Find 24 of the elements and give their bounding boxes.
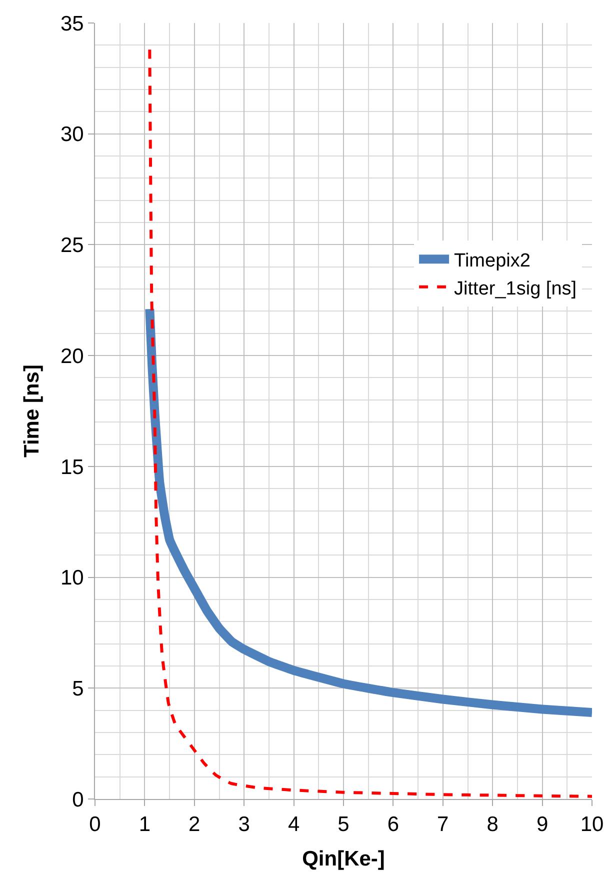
legend-label: Timepix2	[454, 250, 530, 272]
x-tick-label: 8	[486, 813, 498, 836]
x-tick-label: 7	[437, 813, 449, 836]
x-tick-label: 6	[387, 813, 400, 836]
legend-label: Jitter_1sig [ns]	[454, 278, 577, 300]
y-tick-label: 35	[60, 12, 84, 36]
x-tick-label: 0	[89, 813, 101, 836]
y-tick-label: 20	[60, 344, 84, 368]
y-tick-label: 25	[60, 234, 84, 258]
y-tick-label: 10	[60, 566, 84, 590]
y-tick-label: 30	[60, 123, 84, 146]
y-tick-label: 15	[60, 456, 84, 479]
x-tick-label: 3	[238, 813, 250, 836]
x-tick-label: 4	[288, 813, 300, 836]
y-axis-title: Time [ns]	[20, 364, 44, 458]
x-axis-title: Qin[Ke-]	[302, 847, 385, 870]
x-tick-label: 1	[138, 813, 151, 836]
x-tick-label: 9	[536, 813, 548, 836]
y-tick-label: 5	[72, 677, 84, 700]
line-series	[148, 48, 592, 798]
x-tick-label: 2	[188, 813, 200, 836]
y-tick-label: 0	[72, 788, 84, 812]
x-tick-label: 5	[338, 813, 350, 836]
x-tick-label: 10	[580, 813, 604, 836]
